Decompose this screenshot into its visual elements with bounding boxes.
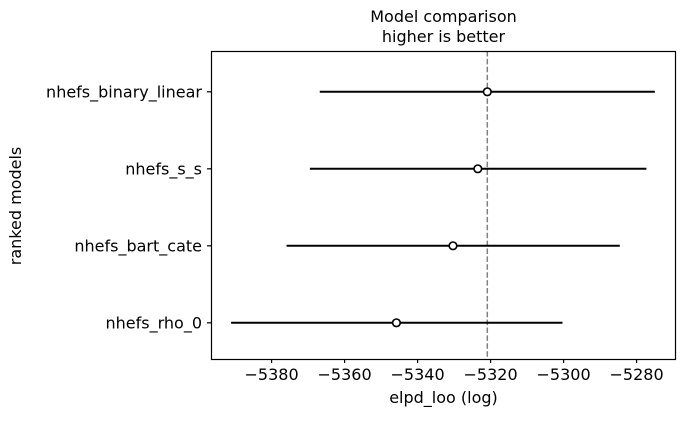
axes-spines [210, 50, 677, 361]
x-tick-label: −5340 [390, 365, 445, 384]
x-tick-label: −5320 [463, 365, 518, 384]
elpd-marker-nhefs_s_s [473, 164, 483, 174]
x-tick-label: −5300 [536, 365, 591, 384]
x-tick-label: −5360 [317, 365, 372, 384]
elpd-marker-nhefs_bart_cate [448, 241, 458, 251]
y-category-label-nhefs_s_s: nhefs_s_s [125, 159, 202, 179]
x-axis-label: elpd_loo (log) [389, 388, 498, 407]
x-tick-label: −5380 [244, 365, 299, 384]
y-category-label-nhefs_binary_linear: nhefs_binary_linear [46, 82, 202, 102]
chart-title: Model comparison higher is better [370, 7, 517, 46]
y-category-label-nhefs_rho_0: nhefs_rho_0 [105, 313, 203, 333]
elpd-marker-nhefs_binary_linear [482, 87, 492, 97]
elpd-marker-nhefs_rho_0 [391, 318, 402, 328]
x-tick-label: −5280 [609, 365, 664, 384]
y-category-label-nhefs_bart_cate: nhefs_bart_cate [74, 236, 202, 256]
